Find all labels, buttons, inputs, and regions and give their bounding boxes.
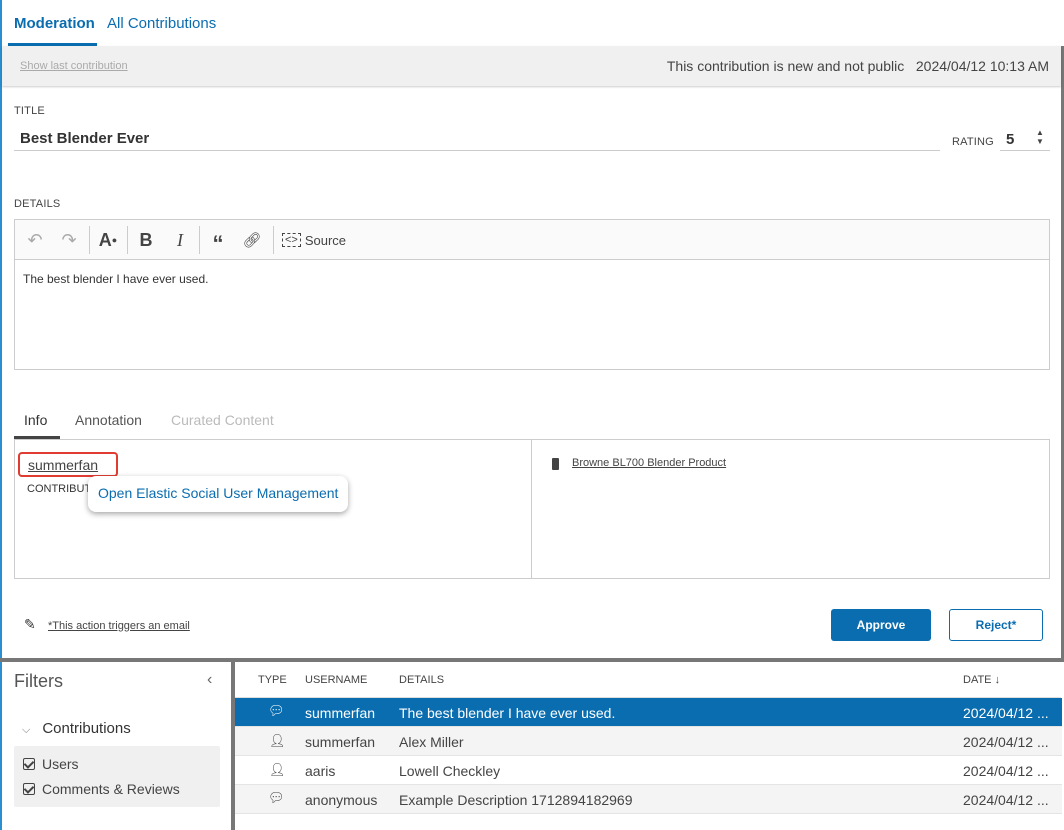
filter-users-checkbox[interactable]: Users [23,756,79,772]
source-label: Source [304,232,347,248]
title-input[interactable]: Best Blender Ever [14,126,940,151]
row-username: anonymous [305,792,378,808]
rating-label: RATING [952,136,994,148]
text-style-icon[interactable]: A ● [98,229,118,250]
undo-icon[interactable]: ↶ [27,229,43,250]
italic-icon[interactable]: I [177,229,183,250]
row-date: 2024/04/12 ... [963,763,1049,779]
details-label: DETAILS [14,198,61,210]
user-icon: 👤︎ [269,762,286,777]
rich-text-editor: ↶ ↷ A ● B I “ 🔗︎ <> Source The best blende… [14,219,1050,370]
toolbar-separator [89,226,90,254]
redo-icon[interactable]: ↷ [61,229,77,250]
tab-moderation[interactable]: Moderation [14,15,95,32]
row-date: 2024/04/12 ... [963,792,1049,808]
toolbar-separator [199,226,200,254]
status-message: This contribution is new and not public … [667,58,1049,74]
spinner-arrows-icon[interactable]: ▲ ▼ [1036,128,1044,146]
contributions-group-label: Contributions [42,720,131,737]
row-details: The best blender I have ever used. [399,705,616,721]
rating-value: 5 [1006,131,1015,148]
checkbox-checked-icon [23,758,35,770]
blockquote-icon[interactable]: “ [212,231,224,256]
column-details[interactable]: DETAILS [399,674,445,686]
left-edge [0,0,2,830]
title-value: Best Blender Ever [20,130,150,147]
table-row[interactable]: 💬︎ summerfan The best blender I have eve… [235,698,1062,727]
row-details: Alex Miller [399,734,464,750]
show-last-contribution-link[interactable]: Show last contribution [20,60,128,72]
product-link[interactable]: Browne BL700 Blender Product [572,457,727,469]
row-date: 2024/04/12 ... [963,705,1049,721]
panel-divider [531,440,532,578]
filter-comments-checkbox[interactable]: Comments & Reviews [23,781,180,797]
user-icon: 👤︎ [269,733,286,748]
tooltip[interactable]: Open Elastic Social User Management [88,476,349,512]
source-icon: <> [281,233,301,247]
table-header: TYPE USERNAME DETAILS DATE ↓ [235,662,1061,698]
tab-underline [8,43,97,46]
vertical-divider[interactable] [231,660,235,830]
filter-label: Comments & Reviews [42,781,180,797]
tab-annotation[interactable]: Annotation [75,412,142,428]
tab-curated-content: Curated Content [171,412,274,428]
table-row[interactable]: 💬︎ anonymous Example Description 1712894… [235,785,1062,814]
table-row[interactable]: 👤︎ summerfan Alex Miller 2024/04/12 ... [235,727,1062,756]
reject-button[interactable]: Reject* [949,609,1043,641]
status-date: 2024/04/12 10:13 AM [915,58,1049,74]
pencil-icon: ✎ [24,616,36,632]
right-edge [1061,46,1064,660]
title-label: TITLE [14,105,45,117]
column-username[interactable]: USERNAME [305,674,368,686]
tab-all-contributions[interactable]: All Contributions [107,15,217,32]
tab-info-underline [14,436,60,439]
row-details: Lowell Checkley [399,763,501,779]
filters-title: Filters [14,671,63,691]
status-text: This contribution is new and not public [666,58,905,74]
approve-button[interactable]: Approve [831,609,931,641]
split-divider[interactable] [0,658,1064,662]
date-header-label: DATE [963,674,992,686]
bold-icon[interactable]: B [139,229,153,250]
editor-toolbar: ↶ ↷ A ● B I “ 🔗︎ <> Source [15,220,1049,260]
email-note: *This action triggers an email [48,620,190,632]
collapse-filters-icon[interactable]: ‹ [207,671,213,688]
filter-label: Users [42,756,79,772]
tab-info[interactable]: Info [24,412,48,428]
link-icon[interactable]: 🔗︎ [242,232,262,249]
contributions-group-toggle[interactable]: ⌵ Contributions [22,720,131,737]
comment-icon: 💬︎ [268,790,285,805]
contributor-username-link[interactable]: summerfan [28,457,99,473]
checkbox-checked-icon [23,783,35,795]
info-panel: CONTRIBUTOR summerfan Browne BL700 Blend… [14,439,1050,579]
editor-content[interactable]: The best blender I have ever used. [23,272,209,286]
contributor-label: CONTRIBUTOR [27,483,108,495]
row-username: summerfan [305,705,376,721]
column-type[interactable]: TYPE [258,674,287,686]
sort-descending-icon: ↓ [994,674,1001,686]
toolbar-separator [127,226,128,254]
row-username: summerfan [305,734,376,750]
product-icon [552,458,559,470]
status-bar: Show last contribution This contribution… [2,46,1061,86]
table-row[interactable]: 👤︎ aaris Lowell Checkley 2024/04/12 ... [235,756,1062,785]
column-date[interactable]: DATE ↓ [963,674,1000,686]
toolbar-separator [273,226,274,254]
comment-icon: 💬︎ [268,703,285,718]
row-details: Example Description 1712894182969 [399,792,633,808]
source-button[interactable]: <> Source [279,220,349,260]
row-date: 2024/04/12 ... [963,734,1049,750]
filter-options: Users Comments & Reviews [14,746,220,807]
row-username: aaris [305,763,336,779]
username-highlight [18,452,118,477]
chevron-down-icon: ⌵ [22,724,31,736]
rating-spinner[interactable]: 5 ▲ ▼ [1000,126,1050,151]
